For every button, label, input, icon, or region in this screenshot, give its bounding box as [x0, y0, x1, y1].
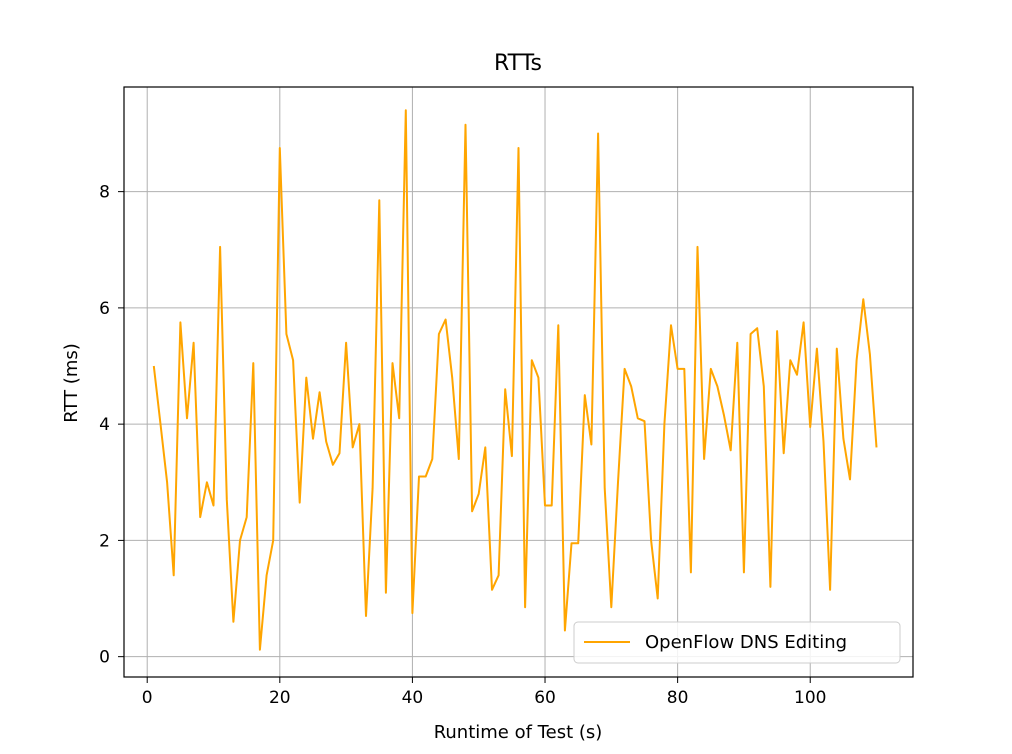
y-axis-label: RTT (ms) — [61, 343, 82, 423]
x-tick-label: 60 — [534, 688, 556, 708]
x-tick-label: 0 — [142, 688, 153, 708]
x-tick-label: 20 — [269, 688, 291, 708]
x-axis-label: Runtime of Test (s) — [434, 722, 603, 743]
series-layer — [152, 109, 878, 651]
y-tick-label: 2 — [99, 531, 110, 551]
y-axis-ticks: 0 2 4 6 8 — [99, 183, 124, 668]
legend-label: OpenFlow DNS Editing — [645, 632, 847, 653]
x-tick-label: 80 — [667, 688, 689, 708]
x-tick-label: 40 — [402, 688, 424, 708]
y-tick-label: 8 — [99, 183, 110, 203]
series-line — [152, 109, 878, 651]
chart-title: RTTs — [494, 51, 542, 76]
x-tick-label: 100 — [794, 688, 826, 708]
y-tick-label: 0 — [99, 648, 110, 668]
legend-box — [573, 621, 901, 664]
plot-frame — [123, 86, 914, 678]
x-axis-ticks: 0 20 40 60 80 100 — [142, 677, 826, 708]
y-tick-label: 4 — [99, 415, 110, 435]
legend: OpenFlow DNS Editing — [573, 621, 901, 664]
y-tick-label: 6 — [99, 299, 110, 319]
